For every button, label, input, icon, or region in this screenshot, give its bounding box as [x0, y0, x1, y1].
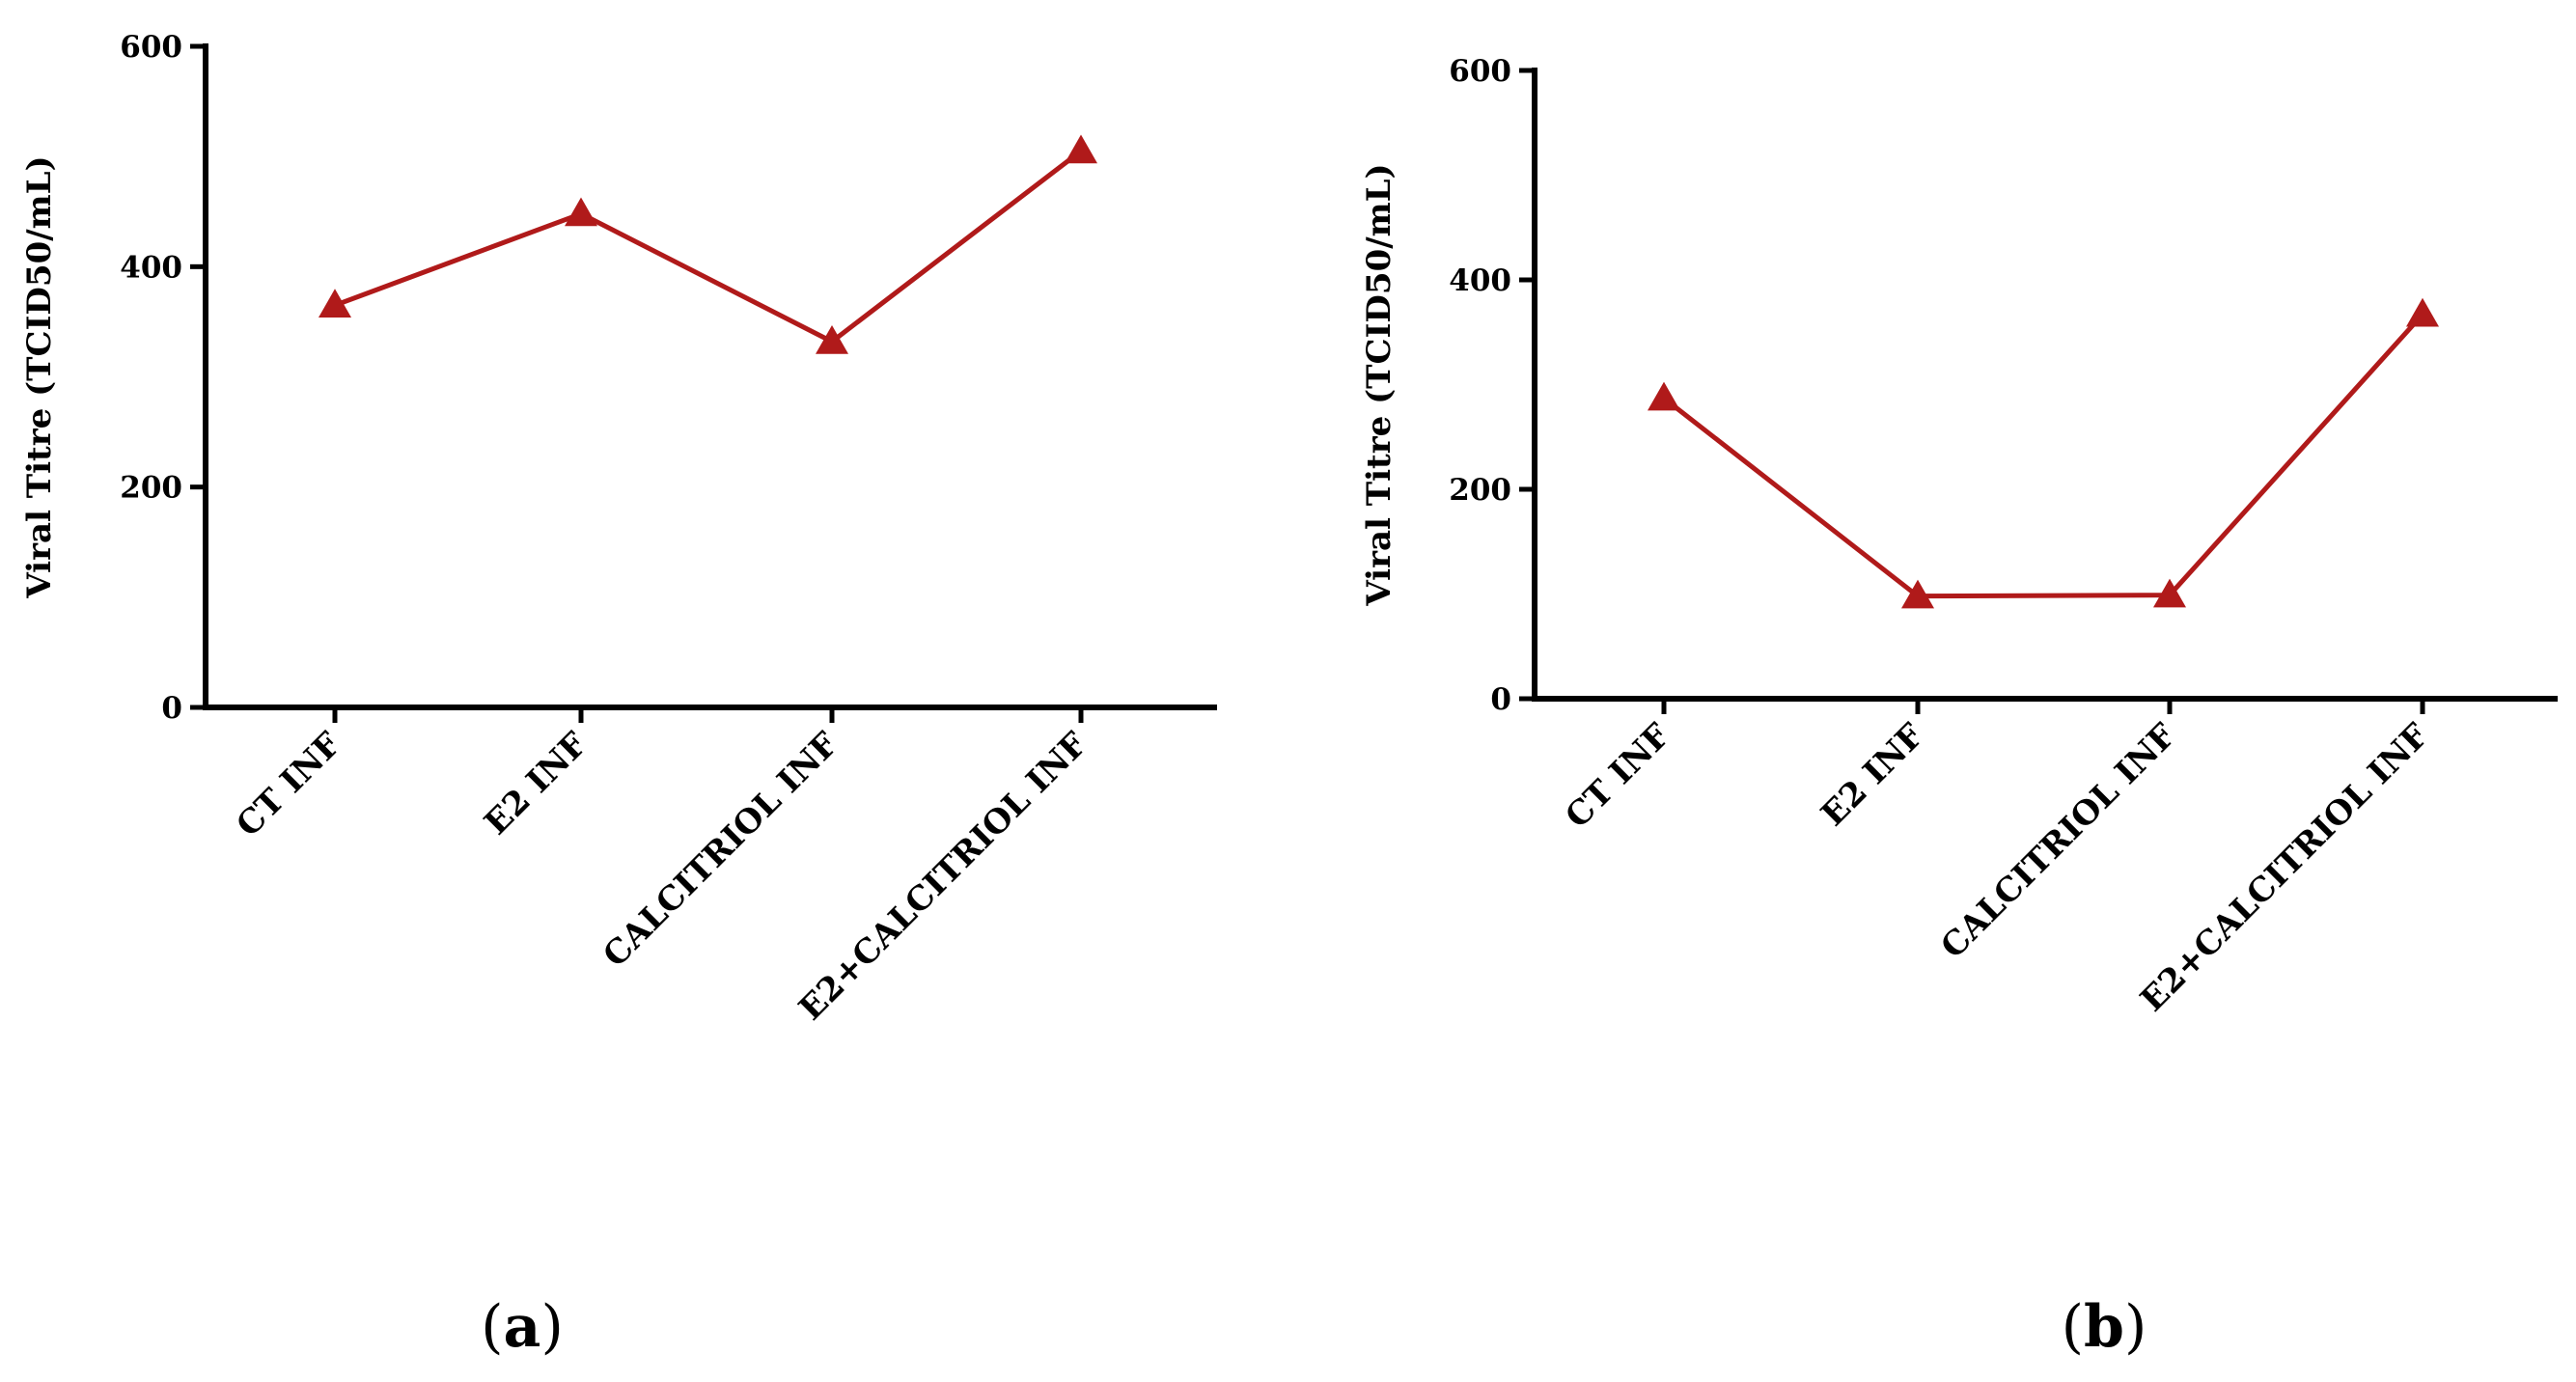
chart-panel-a: 0 200 400 600 CT INF E2 INF CALCITRIOL INFE2+C…	[20, 30, 1217, 1361]
y-tick-label: 400	[120, 250, 182, 285]
data-point-marker	[2406, 297, 2439, 327]
y-axis-title: Viral Titre (TCID50/mL)	[20, 155, 59, 598]
x-category-label: E2 INF	[477, 725, 595, 843]
x-category-label: CT INF	[1558, 716, 1677, 836]
data-point-marker	[1648, 381, 1680, 411]
data-point-marker	[816, 324, 848, 354]
y-tick-label: 200	[120, 471, 182, 506]
y-tick-label: 0	[161, 691, 182, 726]
series-line	[1662, 313, 2424, 599]
y-tick-label: 200	[1449, 473, 1511, 508]
x-category-label: CALCITRIOL INF	[596, 725, 845, 975]
x-category-label: E2+CALCITRIOL INF	[791, 725, 1094, 1028]
y-tick-label: 0	[1490, 682, 1511, 717]
data-point-marker	[1065, 134, 1097, 164]
y-tick-label: 600	[1449, 54, 1511, 89]
y-tick-label: 600	[120, 30, 182, 65]
data-point-marker	[2153, 578, 2186, 608]
x-category-label: E2+CALCITRIOL INF	[2133, 716, 2436, 1019]
y-axis-title: Viral Titre (TCID50/mL)	[1360, 163, 1399, 606]
panel-label: (a)	[481, 1293, 564, 1361]
data-point-marker	[319, 289, 351, 318]
x-category-label: CALCITRIOL INF	[1933, 716, 2183, 966]
x-category-label: E2 INF	[1814, 716, 1931, 834]
panel-label: (b)	[2062, 1293, 2147, 1361]
x-category-label: CT INF	[229, 725, 348, 844]
y-tick-label: 400	[1449, 263, 1511, 298]
chart-panel-b: 0 200 400 600 CT INF E2 INF CALCITRIOL INFE2+C…	[1360, 54, 2558, 1361]
series-line	[334, 149, 1083, 345]
data-point-marker	[1901, 579, 1934, 609]
data-point-marker	[565, 197, 597, 227]
